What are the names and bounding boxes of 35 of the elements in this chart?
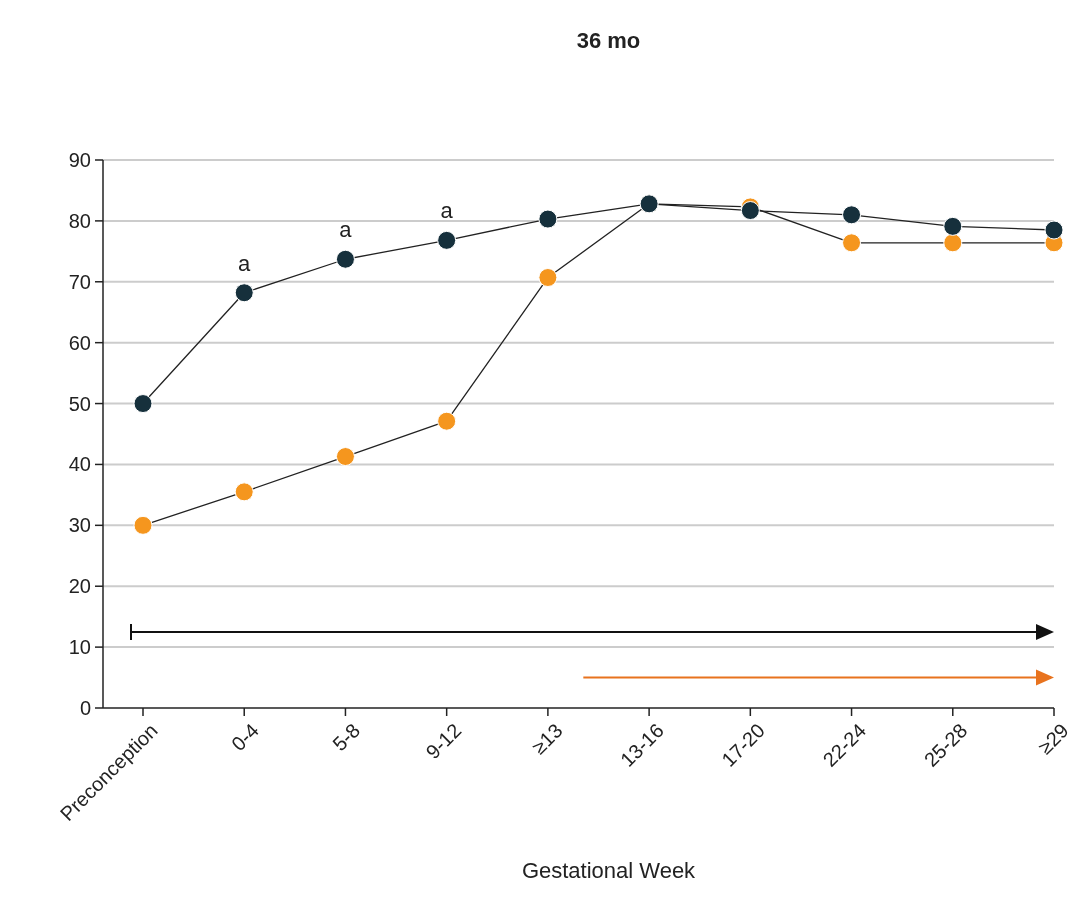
point xyxy=(234,283,254,303)
point xyxy=(538,268,558,288)
annotation: a xyxy=(440,198,454,224)
y-tick-label: 80 xyxy=(68,209,91,232)
y-tick-label: 0 xyxy=(79,697,91,719)
point xyxy=(234,482,254,502)
point xyxy=(335,249,355,269)
y-tick-label: 60 xyxy=(68,331,91,354)
point xyxy=(133,394,153,414)
x-axis-title: Gestational Week xyxy=(521,858,697,883)
x-tick-label: 9-12 xyxy=(421,719,466,764)
x-tick-label: ≥29 xyxy=(1033,719,1073,759)
y-tick-label: 70 xyxy=(68,270,91,293)
point xyxy=(538,209,558,229)
y-tick-label: 20 xyxy=(68,575,91,598)
chart-title: 36 mo xyxy=(576,28,641,53)
y-tick-label: 10 xyxy=(68,636,91,659)
y-tick-label: 30 xyxy=(68,514,91,537)
y-tick-label: 50 xyxy=(68,392,91,415)
y-tick-label: 40 xyxy=(68,453,91,476)
point xyxy=(943,216,963,236)
annotation: a xyxy=(339,217,353,243)
x-tick-label: ≥13 xyxy=(527,719,567,759)
point xyxy=(1044,220,1064,240)
annotation: a xyxy=(238,250,252,276)
point xyxy=(133,515,153,535)
point xyxy=(335,447,355,467)
y-tick-label: 90 xyxy=(68,149,91,171)
point xyxy=(842,233,862,253)
point xyxy=(437,230,457,250)
point xyxy=(842,205,862,225)
point xyxy=(437,411,457,431)
point xyxy=(943,233,963,253)
x-tick-label: 5-8 xyxy=(328,719,365,756)
x-tick-label: 0-4 xyxy=(226,719,263,756)
